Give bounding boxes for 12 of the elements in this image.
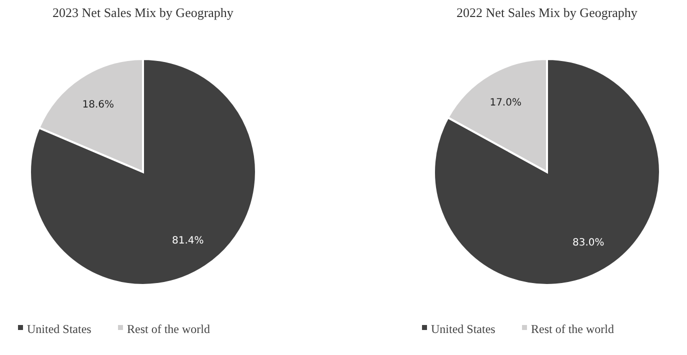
legend-label: United States (431, 322, 496, 336)
pie-slice (29, 58, 257, 286)
data-label: 17.0% (490, 97, 522, 108)
chart-title: 2023 Net Sales Mix by Geography (52, 5, 234, 20)
legend-label: Rest of the world (127, 322, 210, 336)
data-label: 18.6% (82, 100, 114, 111)
data-label: 83.0% (572, 238, 604, 249)
pie-slice (433, 58, 661, 286)
legend-label: Rest of the world (531, 322, 614, 336)
data-label: 81.4% (172, 235, 204, 246)
legend-label: United States (27, 322, 92, 336)
chart-title: 2022 Net Sales Mix by Geography (456, 5, 638, 20)
